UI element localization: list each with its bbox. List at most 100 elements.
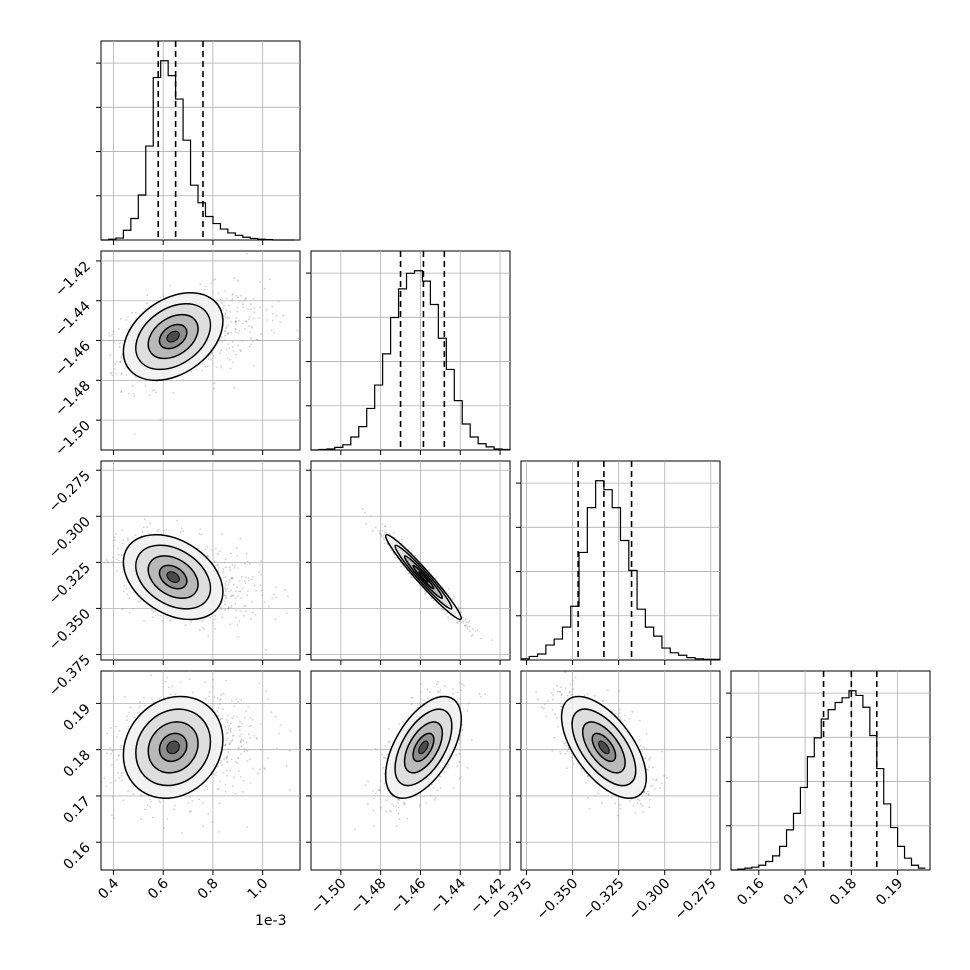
scatter-point-1-0-654 (120, 357, 123, 359)
scatter-point-3-0-826 (118, 729, 121, 732)
scatter-point-1-0-753 (120, 391, 123, 393)
scatter-point-2-0-687 (238, 620, 241, 622)
scatter-point-2-0-227 (224, 558, 227, 561)
scatter-point-2-0-627 (259, 584, 262, 587)
scatter-point-1-0-669 (232, 293, 235, 295)
scatter-point-1-0-238 (244, 328, 246, 330)
scatter-point-1-0-828 (108, 335, 111, 337)
scatter-point-3-0-764 (202, 825, 205, 828)
scatter-point-3-0-870 (111, 749, 114, 752)
scatter-point-1-0-651 (229, 311, 232, 313)
scatter-point-1-0-589 (241, 340, 244, 342)
scatter-point-2-0-655 (215, 547, 217, 550)
scatter-point-2-0-202 (105, 559, 108, 561)
scatter-point-3-1-718 (466, 710, 469, 712)
scatter-point-3-1-193 (372, 809, 375, 812)
scatter-point-1-0-824 (144, 308, 146, 310)
scatter-point-3-1-309 (455, 753, 457, 756)
scatter-point-3-1-426 (455, 748, 458, 751)
scatter-point-3-1-561 (432, 787, 435, 789)
scatter-point-3-0-236 (243, 750, 246, 753)
scatter-point-3-0-488 (216, 766, 219, 768)
scatter-point-2-0-406 (169, 619, 172, 621)
scatter-point-2-0-156 (157, 530, 159, 533)
scatter-point-1-0-781 (210, 282, 213, 285)
scatter-point-3-1-763 (406, 817, 408, 820)
scatter-point-3-0-106 (158, 800, 161, 802)
scatter-point-2-0-471 (219, 550, 222, 552)
scatter-point-2-0-712 (222, 571, 225, 573)
scatter-point-1-0-246 (200, 369, 203, 372)
scatter-point-1-0-772 (155, 391, 157, 394)
scatter-point-1-0-873 (224, 334, 227, 337)
scatter-point-2-0-109 (115, 570, 118, 573)
scatter-point-1-0-806 (229, 358, 231, 361)
scatter-point-3-0-712 (113, 817, 115, 820)
scatter-point-2-1-781 (463, 624, 466, 627)
scatter-point-3-0-412 (248, 733, 250, 736)
scatter-point-2-0-630 (301, 599, 303, 601)
scatter-point-2-0-284 (235, 547, 238, 550)
scatter-point-2-1-139 (460, 611, 462, 614)
scatter-point-1-0-346 (224, 339, 226, 341)
scatter-point-3-0-613 (218, 831, 220, 833)
scatter-point-3-0-562 (276, 747, 278, 749)
scatter-point-3-1-122 (461, 729, 463, 732)
scatter-point-2-0-858 (241, 575, 243, 578)
scatter-point-3-0-774 (285, 765, 288, 767)
scatter-point-1-0-443 (253, 364, 255, 367)
scatter-point-2-1-782 (384, 525, 386, 528)
scatter-point-1-0-192 (245, 297, 247, 300)
scatter-point-2-0-326 (245, 576, 247, 579)
scatter-point-2-0-704 (132, 608, 135, 610)
scatter-point-3-0-221 (98, 716, 100, 718)
scatter-point-3-0-92 (211, 821, 214, 824)
scatter-point-3-0-641 (220, 718, 223, 720)
scatter-point-2-0-865 (250, 618, 252, 620)
scatter-point-2-0-224 (227, 607, 230, 610)
scatter-point-1-0-421 (120, 360, 122, 362)
scatter-point-3-2-198 (600, 801, 603, 804)
scatter-point-3-0-65 (226, 774, 229, 777)
scatter-point-2-0-883 (122, 542, 124, 545)
scatter-point-3-1-383 (437, 691, 439, 694)
scatter-point-3-1-220 (461, 728, 464, 731)
scatter-point-1-0-605 (237, 296, 240, 299)
scatter-point-1-0-896 (272, 312, 274, 315)
scatter-point-1-0-210 (224, 330, 227, 333)
scatter-point-1-0-802 (271, 319, 274, 322)
scatter-point-2-1-178 (466, 627, 469, 630)
scatter-point-3-0-539 (245, 741, 248, 744)
scatter-point-2-0-827 (285, 612, 288, 615)
scatter-point-3-2-10 (649, 756, 652, 759)
scatter-point-3-2-102 (560, 692, 563, 695)
scatter-point-1-0-335 (134, 311, 137, 314)
scatter-point-2-1-657 (381, 529, 384, 532)
scatter-point-3-0-670 (229, 769, 231, 772)
scatter-point-1-0-382 (213, 387, 216, 390)
hist-frame-1 (310, 250, 511, 451)
scatter-point-3-0-331 (226, 760, 229, 763)
scatter-point-1-0-743 (128, 392, 131, 395)
scatter-point-3-2-231 (593, 694, 596, 697)
scatter-point-3-0-597 (217, 707, 220, 709)
scatter-point-1-0-81 (227, 343, 229, 345)
scatter-point-2-0-888 (176, 519, 179, 522)
scatter-point-3-0-413 (105, 785, 108, 787)
scatter-point-3-0-11 (117, 754, 120, 756)
scatter-point-2-0-118 (122, 539, 125, 541)
scatter-point-3-1-553 (373, 825, 375, 827)
scatter-point-1-0-363 (131, 384, 134, 387)
scatter-point-1-0-446 (249, 303, 252, 306)
scatter-point-1-0-655 (125, 319, 128, 321)
scatter-point-3-0-510 (288, 749, 291, 752)
scatter-point-3-2-224 (642, 811, 645, 813)
scatter-point-3-1-683 (437, 681, 440, 683)
scatter-point-2-1-423 (462, 619, 465, 622)
scatter-point-2-0-605 (99, 591, 101, 593)
scatter-point-3-0-127 (188, 678, 191, 680)
scatter-point-2-0-63 (213, 618, 216, 621)
scatter-point-2-0-719 (245, 552, 248, 555)
scatter-point-3-1-27 (446, 766, 448, 768)
scatter-point-2-0-497 (220, 608, 223, 611)
